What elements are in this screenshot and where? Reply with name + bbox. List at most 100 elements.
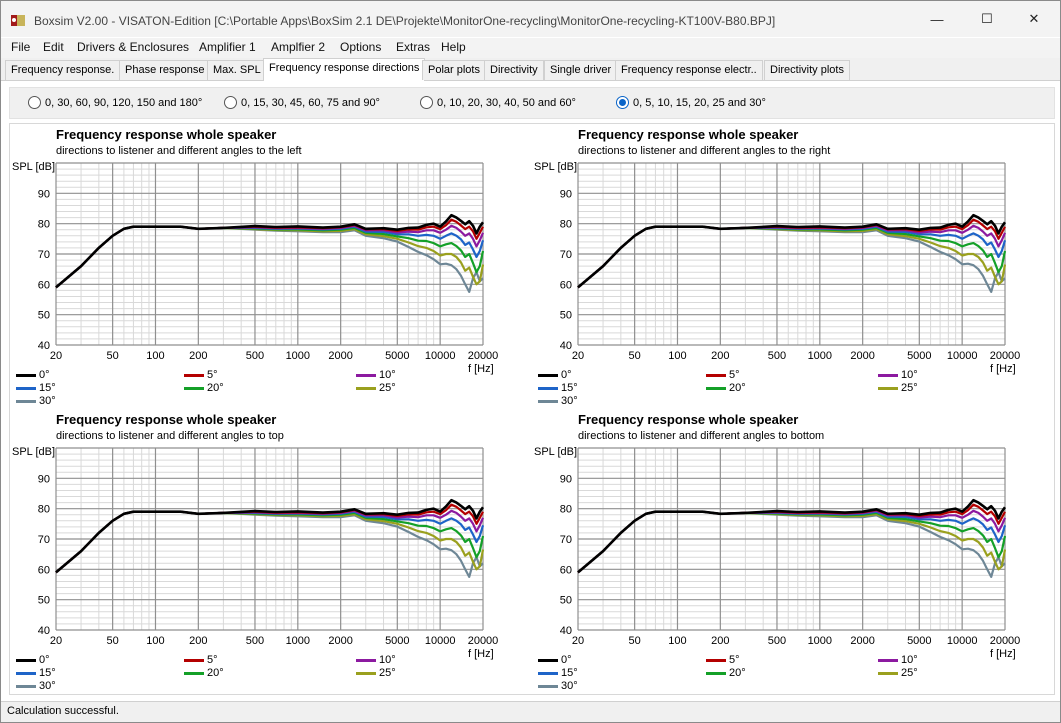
x-tick-label: 50	[629, 635, 641, 647]
y-tick-label: 40	[560, 625, 572, 637]
frequency-response-plot: 20 50 100 200 500 1000 2000 5000 10000 20000 40 50 6…	[532, 124, 1052, 407]
legend-label: 30°	[561, 680, 578, 692]
x-tick-label: 20000	[468, 635, 499, 647]
x-tick-label: 20000	[990, 635, 1021, 647]
x-tick-label: 50	[107, 350, 119, 362]
legend-swatch	[184, 658, 204, 662]
x-tick-label: 100	[146, 350, 164, 362]
legend-swatch	[538, 658, 558, 662]
legend-item: 20°	[706, 667, 746, 679]
tab-single-driver[interactable]: Single driver	[544, 60, 618, 80]
y-tick-label: 90	[38, 473, 50, 485]
tab-polar-plots[interactable]: Polar plots	[422, 60, 486, 80]
legend-item: 10°	[878, 654, 918, 666]
plot-canvas: 20 50 100 200 500 1000 2000 5000 10000 20000 40 50 6…	[38, 162, 498, 362]
menu-file[interactable]: File	[11, 40, 31, 54]
legend-label: 5°	[729, 369, 740, 381]
plot-subtitle: directions to listener and different ang…	[578, 145, 831, 157]
x-tick-label: 1000	[808, 350, 832, 362]
x-tick-label: 5000	[907, 350, 931, 362]
y-tick-label: 50	[560, 310, 572, 322]
x-tick-label: 100	[668, 635, 686, 647]
x-axis-label: f [Hz]	[990, 363, 1016, 375]
y-tick-label: 50	[38, 595, 50, 607]
angle-option-0-60[interactable]: 0, 10, 20, 30, 40, 50 and 60°	[420, 96, 576, 109]
legend: 0° 5° 10° 15° 20° 25° 30°	[16, 369, 526, 409]
y-tick-label: 70	[560, 249, 572, 261]
legend-swatch	[538, 373, 558, 377]
y-tick-label: 90	[38, 188, 50, 200]
legend-label: 10°	[901, 654, 918, 666]
menu-extras[interactable]: Extras	[396, 40, 431, 54]
tab-directivity-plots[interactable]: Directivity plots	[764, 60, 850, 80]
maximize-icon: ☐	[981, 11, 993, 26]
x-tick-label: 2000	[328, 350, 352, 362]
y-tick-label: 50	[38, 310, 50, 322]
x-tick-label: 1000	[286, 350, 310, 362]
y-axis-label: SPL [dB]	[534, 161, 578, 173]
tab-frequency-response-electrical[interactable]: Frequency response electr..	[615, 60, 763, 80]
legend-label: 30°	[39, 680, 56, 692]
angle-option-label: 0, 5, 10, 15, 20, 25 and 30°	[633, 96, 766, 109]
menu-edit[interactable]: Edit	[43, 40, 64, 54]
plot-subtitle: directions to listener and different ang…	[56, 430, 284, 442]
x-tick-label: 200	[711, 350, 729, 362]
legend-item: 15°	[538, 667, 578, 679]
legend-label: 10°	[901, 369, 918, 381]
angle-option-0-90[interactable]: 0, 15, 30, 45, 60, 75 and 90°	[224, 96, 380, 109]
major-grid	[55, 447, 484, 631]
y-axis-label: SPL [dB]	[534, 446, 578, 458]
major-grid	[55, 162, 484, 346]
legend-label: 25°	[901, 382, 918, 394]
y-tick-label: 40	[38, 625, 50, 637]
menu-drivers-enclosures[interactable]: Drivers & Enclosures	[77, 40, 190, 54]
plot-subtitle: directions to listener and different ang…	[578, 430, 825, 442]
tab-max-spl[interactable]: Max. SPL	[207, 60, 267, 80]
tab-directivity[interactable]: Directivity	[484, 60, 544, 80]
maximize-button[interactable]: ☐	[964, 1, 1010, 37]
legend-item: 25°	[356, 382, 396, 394]
menu-options[interactable]: Options	[340, 40, 382, 54]
menu-amplifier-1[interactable]: Amplifier 1	[199, 40, 256, 54]
y-axis-label: SPL [dB]	[12, 161, 56, 173]
title-bar[interactable]: Boxsim V2.00 - VISATON-Edition [C:\Porta…	[1, 1, 1060, 37]
legend-label: 15°	[561, 667, 578, 679]
series-line	[577, 213, 1007, 289]
legend-label: 0°	[39, 654, 50, 666]
frequency-response-plot: 20 50 100 200 500 1000 2000 5000 10000 20000 40 50 6…	[10, 409, 530, 692]
legend-swatch	[706, 386, 726, 390]
x-tick-label: 10000	[947, 350, 978, 362]
legend-swatch	[16, 399, 36, 403]
legend-swatch	[184, 386, 204, 390]
plots-area: 20 50 100 200 500 1000 2000 5000 10000 20000 40 50 6…	[9, 123, 1055, 695]
x-tick-label: 20	[572, 635, 584, 647]
angle-option-0-30[interactable]: 0, 5, 10, 15, 20, 25 and 30°	[616, 96, 766, 109]
legend-label: 0°	[39, 369, 50, 381]
legend-swatch	[184, 373, 204, 377]
minimize-icon: —	[930, 11, 944, 27]
angle-option-0-180[interactable]: 0, 30, 60, 90, 120, 150 and 180°	[28, 96, 202, 109]
legend-label: 5°	[207, 369, 218, 381]
menu-amplifier-2[interactable]: Amplfier 2	[271, 40, 326, 54]
x-tick-label: 50	[629, 350, 641, 362]
tab-frequency-response-directions[interactable]: Frequency response directions	[263, 58, 426, 81]
menu-help[interactable]: Help	[441, 40, 466, 54]
legend-item: 0°	[538, 369, 572, 381]
x-tick-label: 5000	[385, 635, 409, 647]
x-tick-label: 500	[768, 350, 786, 362]
legend-swatch	[706, 671, 726, 675]
close-button[interactable]: ✕	[1011, 1, 1057, 37]
legend-swatch	[538, 386, 558, 390]
minimize-button[interactable]: —	[914, 1, 960, 37]
x-axis-label: f [Hz]	[468, 648, 494, 660]
legend-swatch	[706, 373, 726, 377]
legend-swatch	[538, 671, 558, 675]
tab-frequency-response[interactable]: Frequency response.	[5, 60, 121, 80]
legend-item: 0°	[538, 654, 572, 666]
x-axis-label: f [Hz]	[468, 363, 494, 375]
legend-item: 30°	[538, 680, 578, 692]
x-tick-label: 20000	[990, 350, 1021, 362]
legend-swatch	[878, 671, 898, 675]
tab-phase-response[interactable]: Phase response	[119, 60, 211, 80]
